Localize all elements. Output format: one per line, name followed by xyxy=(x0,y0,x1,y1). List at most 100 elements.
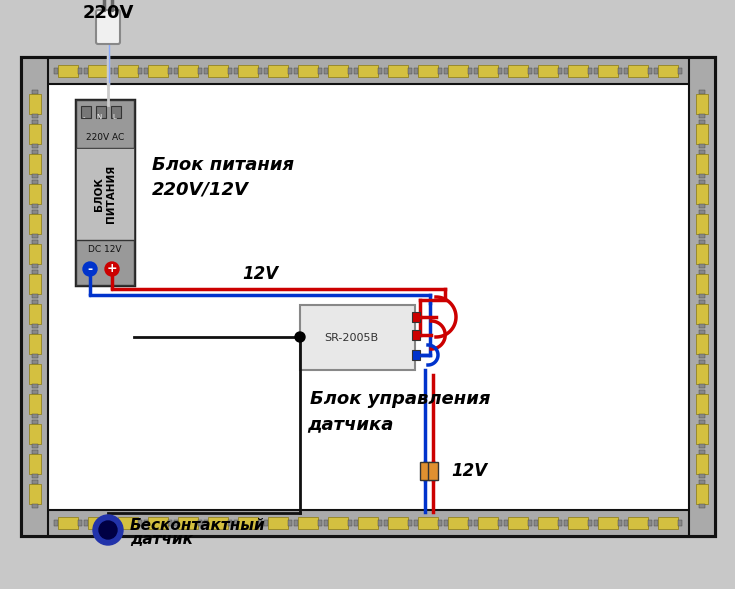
Bar xyxy=(354,68,358,74)
Bar xyxy=(699,450,705,454)
Bar xyxy=(696,124,708,144)
Bar xyxy=(538,517,558,529)
Bar xyxy=(654,68,658,74)
Bar xyxy=(699,210,705,214)
Bar xyxy=(699,420,705,424)
Bar xyxy=(696,214,708,234)
Bar xyxy=(234,68,238,74)
Bar xyxy=(699,240,705,244)
Bar xyxy=(474,68,478,74)
Bar xyxy=(32,354,38,358)
Bar xyxy=(58,517,78,529)
Bar xyxy=(384,520,388,526)
Bar xyxy=(29,484,41,504)
Bar xyxy=(288,68,292,74)
Bar xyxy=(114,68,118,74)
Bar xyxy=(32,360,38,364)
Bar xyxy=(648,68,652,74)
Bar xyxy=(699,444,705,448)
Bar xyxy=(29,244,41,264)
Bar xyxy=(32,270,38,274)
Bar xyxy=(354,520,358,526)
Bar xyxy=(58,65,78,77)
Bar xyxy=(648,520,652,526)
Bar xyxy=(699,144,705,148)
Bar xyxy=(174,68,178,74)
Bar xyxy=(228,68,232,74)
Bar xyxy=(198,520,202,526)
Bar xyxy=(408,520,412,526)
Bar xyxy=(258,520,262,526)
Bar xyxy=(498,68,502,74)
Bar xyxy=(138,520,142,526)
Bar xyxy=(438,68,442,74)
Bar xyxy=(258,68,262,74)
Bar xyxy=(696,184,708,204)
Bar xyxy=(29,124,41,144)
Bar xyxy=(29,334,41,354)
Text: БЛОК
ПИТАНИЯ: БЛОК ПИТАНИЯ xyxy=(94,165,116,223)
Bar xyxy=(538,65,558,77)
Bar xyxy=(208,65,228,77)
Text: 220V: 220V xyxy=(82,4,134,22)
Bar xyxy=(414,68,418,74)
Bar xyxy=(168,520,172,526)
Bar xyxy=(696,454,708,474)
Bar xyxy=(108,520,112,526)
Bar xyxy=(268,65,288,77)
Bar xyxy=(32,300,38,304)
Bar xyxy=(699,150,705,154)
Bar xyxy=(696,274,708,294)
Bar xyxy=(654,520,658,526)
Bar xyxy=(318,68,322,74)
Bar xyxy=(568,517,588,529)
Bar xyxy=(358,517,378,529)
Bar xyxy=(138,68,142,74)
Bar xyxy=(298,517,318,529)
Bar xyxy=(168,68,172,74)
Bar xyxy=(594,520,598,526)
Bar xyxy=(414,520,418,526)
Bar xyxy=(588,520,592,526)
Bar xyxy=(699,174,705,178)
Bar xyxy=(294,68,298,74)
Circle shape xyxy=(105,262,119,276)
Bar xyxy=(29,394,41,414)
Bar xyxy=(118,517,138,529)
Bar xyxy=(32,90,38,94)
Bar xyxy=(699,330,705,334)
Text: -: - xyxy=(83,114,85,120)
Bar xyxy=(32,444,38,448)
Bar xyxy=(118,65,138,77)
Bar xyxy=(29,94,41,114)
Bar xyxy=(32,504,38,508)
Bar xyxy=(22,510,715,536)
Bar xyxy=(32,114,38,118)
Bar xyxy=(478,65,498,77)
Bar xyxy=(696,304,708,324)
Bar xyxy=(699,294,705,298)
Bar xyxy=(598,517,618,529)
Text: датчика: датчика xyxy=(306,415,393,433)
Bar xyxy=(428,462,438,480)
Bar xyxy=(384,68,388,74)
Bar xyxy=(148,65,168,77)
Bar xyxy=(111,106,121,118)
Bar xyxy=(264,68,268,74)
Bar xyxy=(32,234,38,238)
Bar xyxy=(88,517,108,529)
Bar xyxy=(108,68,112,74)
Bar xyxy=(32,450,38,454)
Bar xyxy=(594,68,598,74)
Bar xyxy=(76,240,134,285)
Bar xyxy=(412,330,420,340)
Bar xyxy=(29,454,41,474)
Bar xyxy=(32,330,38,334)
Bar xyxy=(628,517,648,529)
Bar xyxy=(76,100,134,285)
Bar xyxy=(29,274,41,294)
Bar xyxy=(29,214,41,234)
Bar xyxy=(696,484,708,504)
Bar xyxy=(568,65,588,77)
Bar xyxy=(699,474,705,478)
